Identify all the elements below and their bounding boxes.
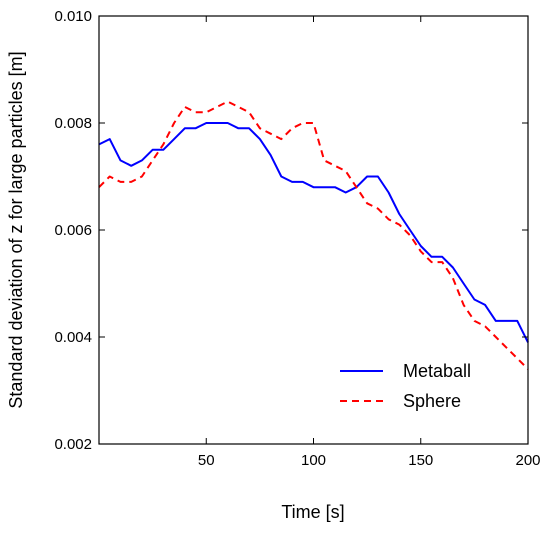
- x-axis-label: Time [s]: [281, 502, 344, 522]
- series-line-sphere: [98, 100, 529, 370]
- x-tick-label: 200: [515, 452, 540, 469]
- x-tick-label: 100: [301, 452, 326, 469]
- legend-label-sphere: Sphere: [403, 391, 461, 411]
- legend-label-metaball: Metaball: [403, 361, 471, 381]
- y-axis-label: Standard deviation of z for large partic…: [6, 51, 26, 408]
- x-tick-label: 50: [198, 452, 215, 469]
- y-tick-label: 0.006: [54, 222, 92, 239]
- series-line-metaball: [98, 122, 529, 343]
- y-tick-label: 0.002: [54, 436, 92, 453]
- y-tick-label: 0.004: [54, 329, 92, 346]
- x-tick-label: 150: [408, 452, 433, 469]
- y-tick-label: 0.008: [54, 115, 92, 132]
- y-tick-label: 0.010: [54, 8, 92, 25]
